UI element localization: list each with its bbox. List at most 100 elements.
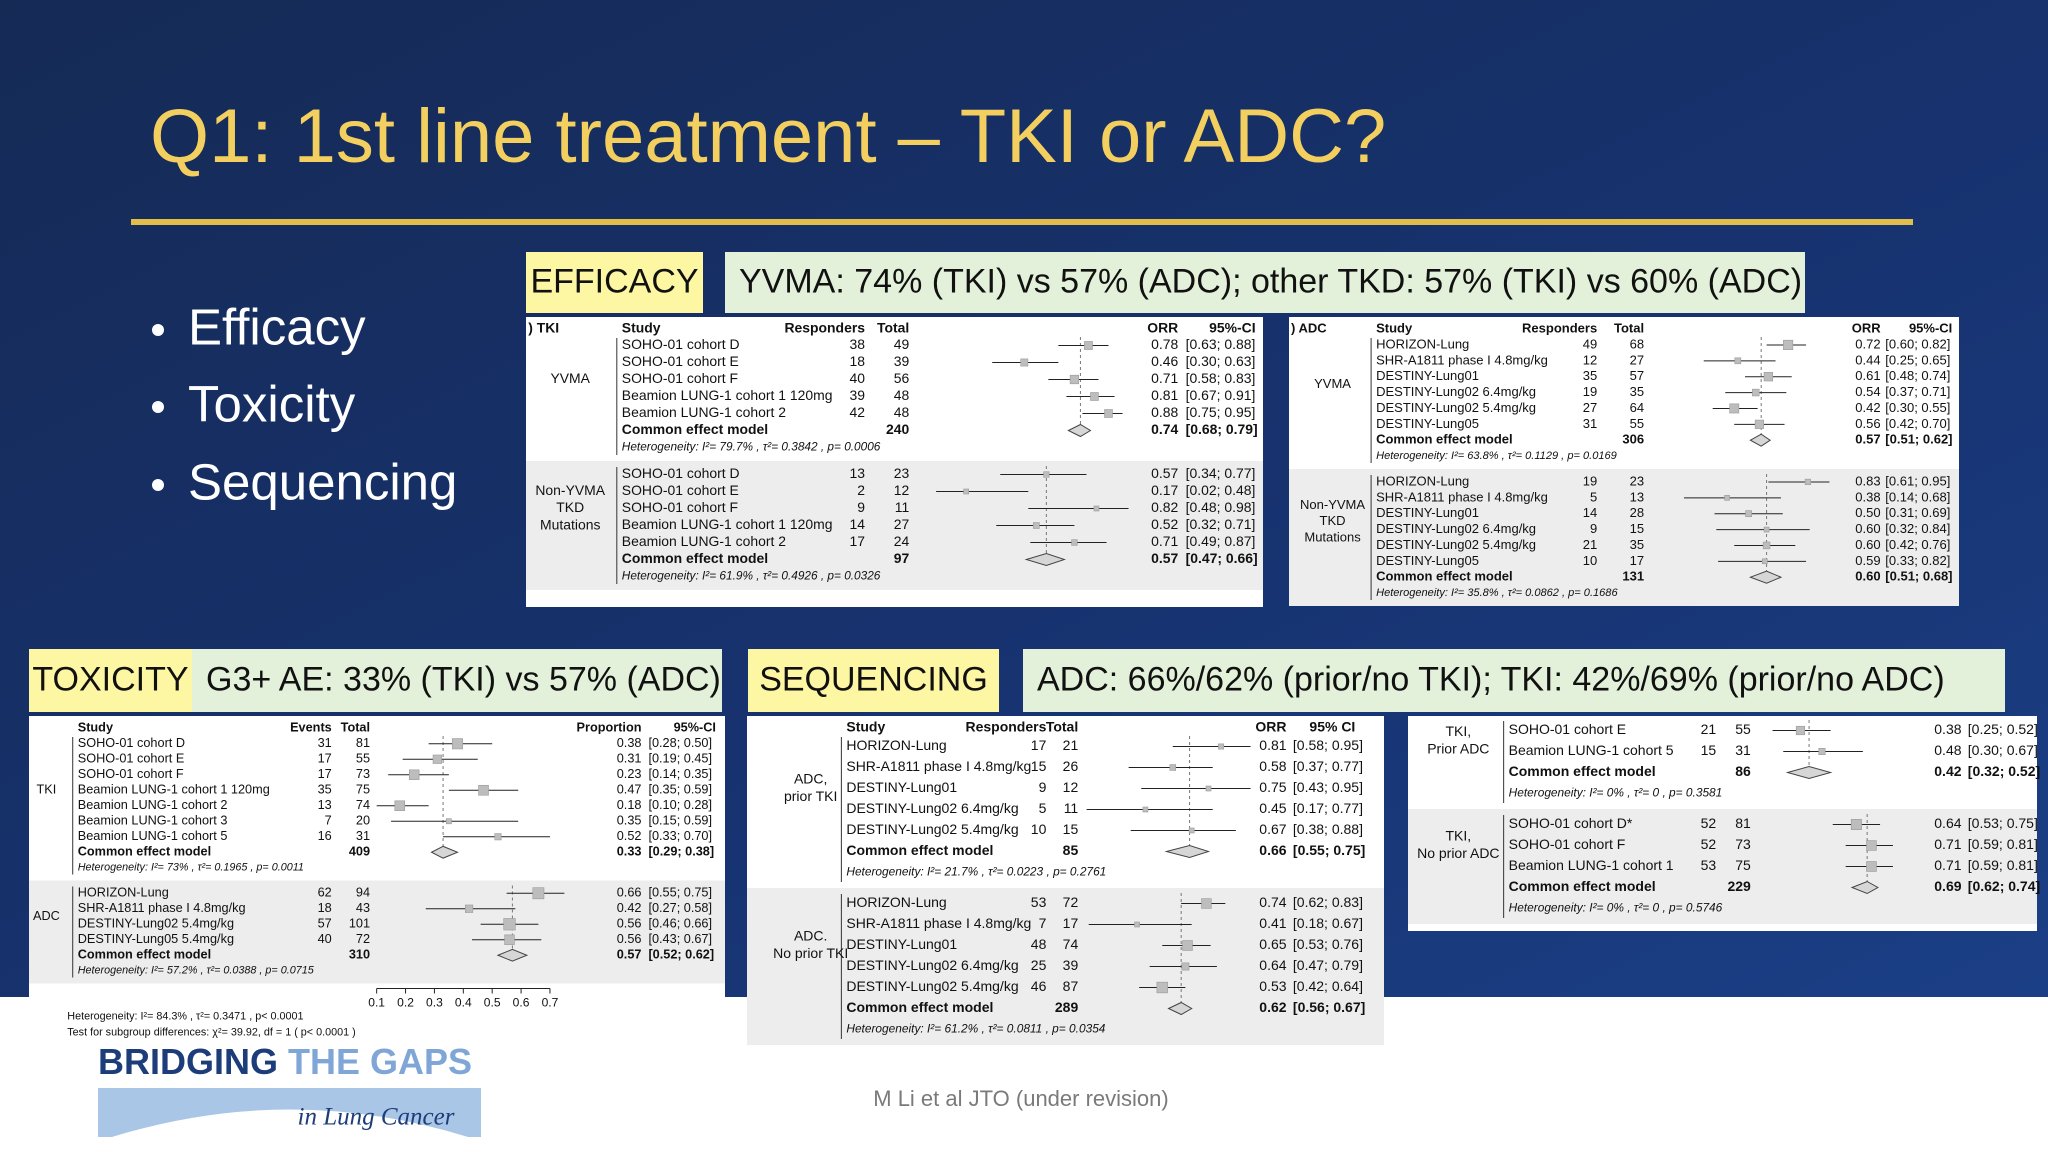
study-name: DESTINY-Lung01 — [846, 936, 957, 952]
confidence-interval: [0.35; 0.59] — [648, 782, 712, 797]
heterogeneity: Heterogeneity: I²= 35.8% , τ²= 0.0862 , … — [1376, 587, 1618, 599]
common-estimate: 0.74 — [1151, 421, 1178, 437]
confidence-interval: [0.10; 0.28] — [648, 797, 712, 812]
common-label: Common effect model — [1509, 763, 1656, 779]
common-estimate: 0.33 — [617, 844, 642, 859]
total: 81 — [1735, 815, 1751, 831]
responders: 7 — [325, 813, 332, 828]
responders: 9 — [1039, 779, 1047, 795]
x-tick-label: 0.2 — [397, 996, 414, 1010]
estimate-square — [1069, 374, 1080, 385]
common-total: 131 — [1622, 569, 1644, 584]
column-header: Total — [877, 320, 909, 336]
common-total: 97 — [894, 550, 910, 566]
group-label: TKI, — [1445, 827, 1471, 843]
study-name: SHR-A1811 phase I 4.8mg/kg — [1376, 352, 1548, 367]
group-label: TKD — [556, 499, 584, 515]
common-diamond — [1850, 880, 1879, 895]
estimate-square — [1734, 357, 1742, 365]
total: 68 — [1630, 336, 1644, 351]
study-name: SOHO-01 cohort D — [622, 465, 740, 481]
study-name: SOHO-01 cohort E — [1509, 721, 1627, 737]
total: 73 — [356, 766, 370, 781]
confidence-interval: [0.31; 0.69] — [1885, 505, 1950, 520]
x-tick-label: 0.7 — [542, 996, 559, 1010]
common-total: 289 — [1055, 999, 1079, 1015]
estimate-square — [478, 784, 489, 796]
estimate: 0.53 — [1259, 978, 1286, 994]
estimate: 0.64 — [1259, 957, 1286, 973]
total: 72 — [1063, 894, 1079, 910]
estimate: 0.44 — [1855, 352, 1880, 367]
responders: 31 — [318, 735, 332, 750]
responders: 62 — [318, 885, 332, 900]
responders: 9 — [857, 499, 865, 515]
total: 26 — [1063, 758, 1079, 774]
estimate: 0.42 — [617, 900, 642, 915]
common-ci: [0.32; 0.52] — [1968, 763, 2040, 779]
common-total: 86 — [1735, 763, 1751, 779]
responders: 52 — [1701, 836, 1717, 852]
estimate-square — [1763, 372, 1774, 382]
estimate: 0.56 — [617, 916, 642, 931]
forest-plot: Study Events Total Proportion 95%-CI TKI SOHO-… — [29, 716, 725, 1045]
estimate-square — [1093, 505, 1100, 512]
study-name: Beamion LUNG-1 cohort 3 — [78, 813, 228, 828]
study-name: DESTINY-Lung02 6.4mg/kg — [846, 800, 1018, 816]
estimate: 0.83 — [1855, 473, 1880, 488]
responders: 21 — [1701, 721, 1717, 737]
estimate: 0.67 — [1259, 821, 1286, 837]
study-name: SOHO-01 cohort E — [78, 751, 185, 766]
responders: 2 — [857, 482, 865, 498]
total: 13 — [1630, 489, 1644, 504]
estimate-square — [1071, 539, 1078, 546]
study-name: SOHO-01 cohort D — [622, 336, 740, 352]
responders: 42 — [850, 404, 866, 420]
study-name: DESTINY-Lung05 5.4mg/kg — [78, 931, 234, 946]
common-label: Common effect model — [78, 947, 211, 962]
responders: 35 — [318, 782, 332, 797]
heterogeneity: Heterogeneity: I²= 0% , τ²= 0 , p= 0.574… — [1509, 901, 1723, 915]
common-diamond — [1164, 844, 1211, 859]
responders: 17 — [318, 766, 332, 781]
estimate-square — [1188, 827, 1195, 834]
responders: 17 — [850, 533, 866, 549]
study-name: DESTINY-Lung02 5.4mg/kg — [78, 916, 234, 931]
section-label-box — [29, 649, 192, 712]
confidence-interval: [0.38; 0.88] — [1293, 821, 1363, 837]
total: 17 — [1063, 915, 1079, 931]
estimate-square — [1729, 403, 1740, 414]
total: 12 — [894, 482, 910, 498]
estimate: 0.60 — [1855, 521, 1880, 536]
study-name: DESTINY-Lung02 6.4mg/kg — [846, 957, 1018, 973]
estimate-square — [1752, 388, 1760, 397]
total: 74 — [1063, 936, 1079, 952]
common-total: 229 — [1727, 878, 1751, 894]
confidence-interval: [0.34; 0.77] — [1186, 465, 1256, 481]
study-name: Beamion LUNG-1 cohort 1 120mg — [622, 516, 833, 532]
total: 81 — [356, 735, 370, 750]
x-tick-label: 0.4 — [455, 996, 472, 1010]
total: 64 — [1630, 400, 1644, 415]
total: 15 — [1630, 521, 1644, 536]
common-label: Common effect model — [846, 842, 993, 858]
logo-tagline: in Lung Cancer — [298, 1104, 455, 1131]
total: 87 — [1063, 978, 1079, 994]
confidence-interval: [0.42; 0.70] — [1885, 416, 1950, 431]
estimate: 0.31 — [617, 751, 642, 766]
estimate-square — [963, 488, 969, 495]
forest-plot: ) TKI Study Responders Total ORR 95%-CI YVMA SO… — [526, 317, 1263, 607]
total: 75 — [1735, 857, 1751, 873]
group-label: ADC, — [794, 770, 827, 786]
heterogeneity: Heterogeneity: I²= 21.7% , τ²= 0.0223 , … — [846, 865, 1106, 879]
estimate-square — [1866, 861, 1877, 872]
common-total: 85 — [1063, 842, 1079, 858]
group-shading — [747, 888, 1384, 1045]
study-name: SOHO-01 cohort E — [622, 353, 739, 369]
responders: 57 — [318, 916, 332, 931]
estimate: 0.71 — [1151, 370, 1178, 386]
section-summary: G3+ AE: 33% (TKI) vs 57% (ADC) — [206, 660, 721, 698]
slide-title: Q1: 1st line treatment – TKI or ADC? — [150, 94, 1386, 179]
